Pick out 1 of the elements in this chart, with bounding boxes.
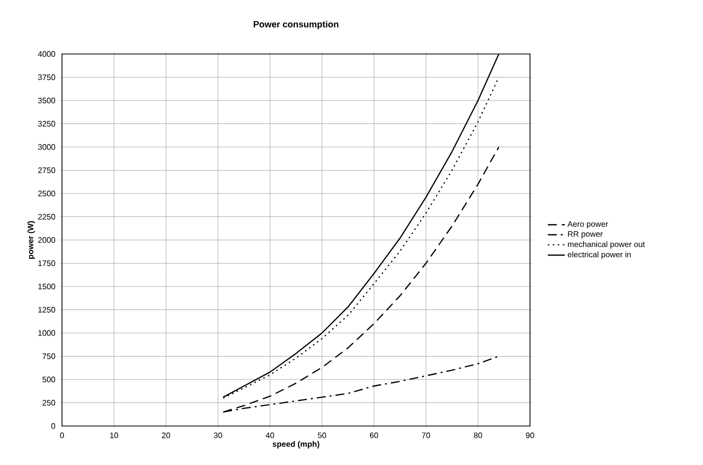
chart-title: Power consumption	[254, 20, 338, 30]
